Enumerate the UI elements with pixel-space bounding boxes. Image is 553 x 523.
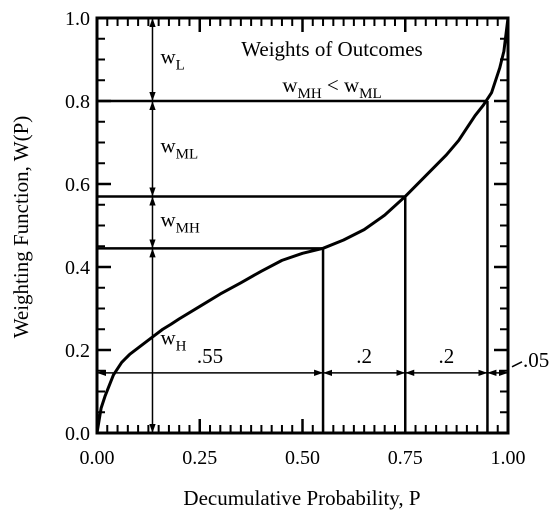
weight-segment-label: wH xyxy=(160,326,186,355)
weight-subscript: H xyxy=(176,339,187,355)
subtitle-sub1: MH xyxy=(297,86,321,102)
weight-segment-label: wMH xyxy=(160,207,200,236)
y-tick-label: 0.6 xyxy=(65,174,90,196)
weight-subscript: ML xyxy=(176,147,199,163)
chart-subtitle: wMH < wML xyxy=(282,73,381,102)
x-tick-label: 0.50 xyxy=(285,447,320,469)
weight-letter: w xyxy=(160,326,176,350)
y-tick-label: 0.8 xyxy=(65,91,90,113)
x-tick-label: 1.00 xyxy=(491,447,526,469)
probability-interval-label: .2 xyxy=(356,344,372,368)
weight-segment-label: wML xyxy=(160,134,198,163)
weight-subscript: L xyxy=(176,58,185,74)
plot-frame xyxy=(95,16,510,435)
weight-letter: w xyxy=(160,45,176,69)
subtitle-w2: w xyxy=(344,73,360,97)
chart-title: Weights of Outcomes xyxy=(241,37,422,61)
subtitle-sub2: ML xyxy=(359,86,382,102)
weight-subscript: MH xyxy=(176,220,200,236)
y-tick-label: 0.0 xyxy=(65,423,90,445)
probability-interval-label: .2 xyxy=(438,344,454,368)
x-axis-label: Decumulative Probability, P xyxy=(183,486,420,510)
probability-interval-label: .55 xyxy=(197,344,223,368)
weight-letter: w xyxy=(160,207,176,231)
x-tick-label: 0.75 xyxy=(388,447,423,469)
subtitle-w1: w xyxy=(282,73,298,97)
weight-segment-label: wL xyxy=(160,45,184,74)
y-axis-label: Weighting Function, W(P) xyxy=(9,116,33,339)
y-tick-label: 1.0 xyxy=(65,8,90,30)
probability-interval-label: .05 xyxy=(523,348,549,372)
weight-letter: w xyxy=(160,134,176,158)
y-tick-label: 0.2 xyxy=(65,340,90,362)
y-tick-label: 0.4 xyxy=(65,257,90,279)
weighting-curve xyxy=(95,17,510,434)
x-tick-label: 0.25 xyxy=(182,447,217,469)
x-tick-label: 0.00 xyxy=(80,447,115,469)
interval-label-leader xyxy=(511,361,523,368)
subtitle-op: < xyxy=(322,73,344,97)
plot-content: 0.00 0.25 0.50 0.75 1.000.00.20.40.60.81.0wL… xyxy=(65,8,549,469)
